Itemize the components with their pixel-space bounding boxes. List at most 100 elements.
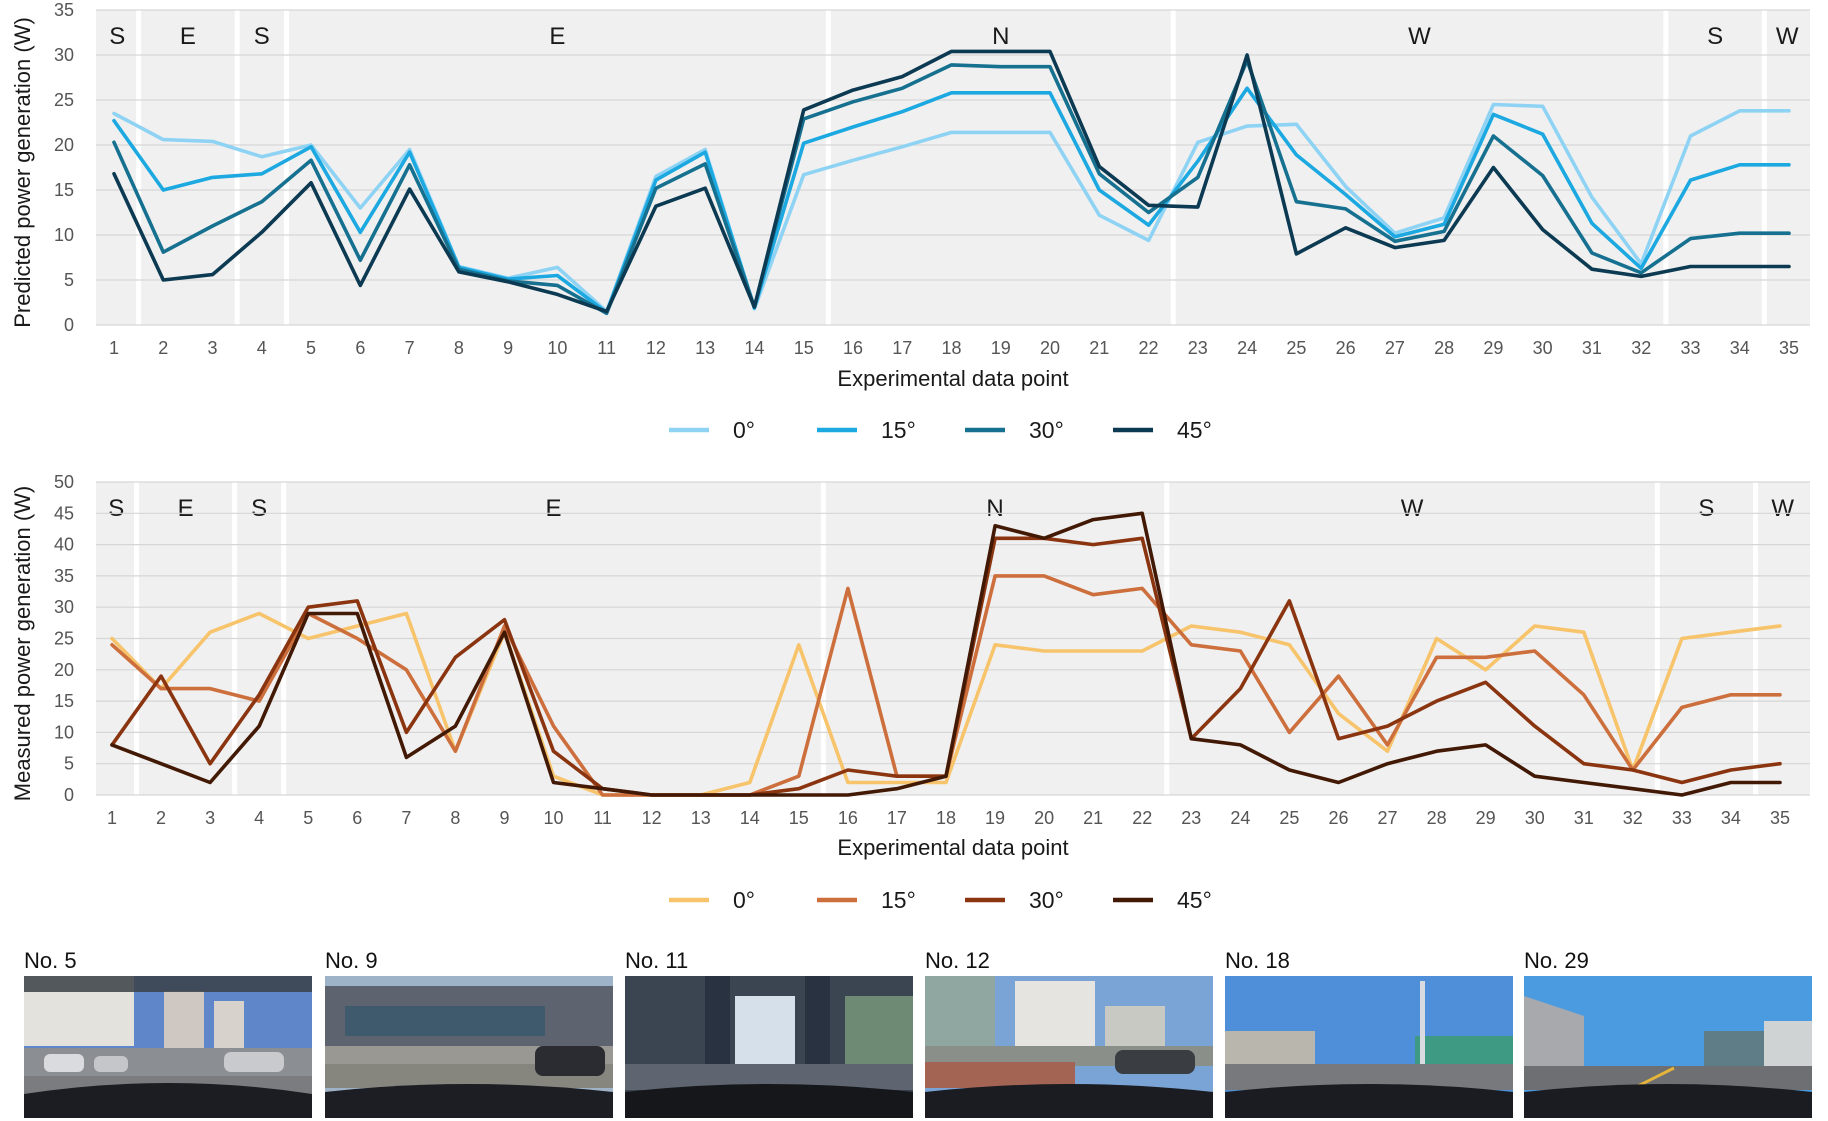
x-tick-label: 8 (454, 338, 464, 358)
street-photo (625, 976, 913, 1118)
x-tick-label: 30 (1533, 338, 1553, 358)
y-tick-label: 15 (54, 180, 74, 200)
series-line (112, 102, 1791, 314)
photo-no-12: No. 12 (925, 946, 1213, 1118)
direction-separator (1761, 10, 1767, 325)
photo-label: No. 18 (1225, 948, 1290, 973)
x-tick-label: 18 (941, 338, 961, 358)
x-tick-label: 34 (1721, 808, 1741, 828)
x-tick-label: 29 (1483, 338, 1503, 358)
y-axis-title: Predicted power generation (W) (10, 17, 35, 328)
photo-label: No. 9 (325, 948, 378, 973)
photo-label: No. 5 (24, 948, 77, 973)
photo-label: No. 11 (625, 948, 689, 973)
x-tick-label: 28 (1434, 338, 1454, 358)
x-tick-label: 14 (740, 808, 760, 828)
direction-separator (1663, 10, 1669, 325)
x-tick-label: 10 (547, 338, 567, 358)
direction-label: S (254, 23, 270, 50)
x-tick-label: 6 (355, 338, 365, 358)
x-tick-label: 24 (1237, 338, 1257, 358)
x-tick-label: 17 (892, 338, 912, 358)
direction-label: W (1408, 23, 1431, 50)
photo-label: No. 12 (925, 948, 990, 973)
legend-label: 45° (1177, 417, 1212, 443)
y-tick-label: 15 (54, 691, 74, 711)
x-tick-label: 2 (156, 808, 166, 828)
y-tick-label: 30 (54, 45, 74, 65)
x-tick-label: 34 (1730, 338, 1750, 358)
y-tick-label: 25 (54, 629, 74, 649)
x-tick-label: 11 (593, 808, 612, 828)
direction-separator (136, 10, 142, 325)
street-photo (1524, 976, 1812, 1118)
legend-label: 15° (881, 417, 916, 443)
direction-label: S (108, 495, 124, 522)
y-tick-label: 20 (54, 135, 74, 155)
x-tick-label: 35 (1770, 808, 1790, 828)
y-tick-label: 10 (54, 225, 74, 245)
x-tick-label: 23 (1181, 808, 1201, 828)
x-tick-label: 35 (1779, 338, 1799, 358)
photo-no-9: No. 9 (325, 946, 613, 1118)
x-tick-label: 9 (499, 808, 509, 828)
x-tick-label: 8 (450, 808, 460, 828)
x-tick-label: 2 (158, 338, 168, 358)
direction-label: S (109, 23, 125, 50)
series-line (112, 58, 1791, 316)
x-tick-label: 31 (1582, 338, 1602, 358)
x-tick-label: 12 (642, 808, 662, 828)
legend-label: 0° (733, 887, 755, 913)
direction-label: E (546, 495, 562, 522)
direction-label: W (1401, 495, 1424, 522)
x-tick-label: 4 (254, 808, 264, 828)
street-photo (325, 976, 613, 1118)
x-tick-label: 15 (789, 808, 809, 828)
x-tick-label: 26 (1336, 338, 1356, 358)
x-tick-label: 5 (303, 808, 313, 828)
x-tick-label: 22 (1132, 808, 1152, 828)
y-tick-label: 0 (64, 315, 74, 335)
x-tick-label: 26 (1328, 808, 1348, 828)
plot-area (96, 10, 1810, 325)
x-tick-label: 23 (1188, 338, 1208, 358)
x-tick-label: 5 (306, 338, 316, 358)
direction-label: S (1698, 495, 1714, 522)
x-tick-label: 16 (843, 338, 863, 358)
direction-label: E (549, 23, 565, 50)
x-tick-label: 1 (109, 338, 119, 358)
y-tick-label: 50 (54, 472, 74, 492)
x-tick-label: 29 (1476, 808, 1496, 828)
photo-no-18: No. 18 (1225, 946, 1513, 1118)
x-tick-label: 17 (887, 808, 907, 828)
direction-label: E (180, 23, 196, 50)
y-tick-label: 5 (64, 270, 74, 290)
x-tick-label: 13 (691, 808, 711, 828)
direction-label: E (178, 495, 194, 522)
street-photo (1225, 976, 1513, 1118)
y-tick-label: 30 (54, 597, 74, 617)
direction-label: W (1771, 495, 1794, 522)
photo-label: No. 29 (1524, 948, 1589, 973)
photo-no-11: No. 11 (625, 946, 913, 1118)
direction-label: N (986, 495, 1003, 522)
series-line (112, 86, 1791, 315)
y-axis-title: Measured power generation (W) (10, 486, 35, 801)
legend-label: 15° (881, 887, 916, 913)
x-tick-label: 18 (936, 808, 956, 828)
x-tick-label: 7 (405, 338, 415, 358)
x-tick-label: 21 (1083, 808, 1103, 828)
y-tick-label: 5 (64, 754, 74, 774)
x-tick-label: 9 (503, 338, 513, 358)
x-tick-label: 22 (1139, 338, 1159, 358)
direction-label: S (251, 495, 267, 522)
legend-label: 0° (733, 417, 755, 443)
direction-label: S (1707, 23, 1723, 50)
y-tick-label: 10 (54, 722, 74, 742)
x-tick-label: 19 (985, 808, 1005, 828)
photo-no-29: No. 29 (1524, 946, 1812, 1118)
street-photo (24, 976, 312, 1118)
x-tick-label: 30 (1525, 808, 1545, 828)
x-tick-label: 25 (1286, 338, 1306, 358)
